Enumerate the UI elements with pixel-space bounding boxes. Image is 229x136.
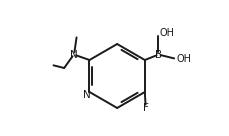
Text: OH: OH xyxy=(177,54,192,64)
Text: OH: OH xyxy=(159,28,174,38)
Text: F: F xyxy=(143,103,148,113)
Text: B: B xyxy=(155,50,162,60)
Text: N: N xyxy=(83,90,90,100)
Text: N: N xyxy=(70,50,78,60)
